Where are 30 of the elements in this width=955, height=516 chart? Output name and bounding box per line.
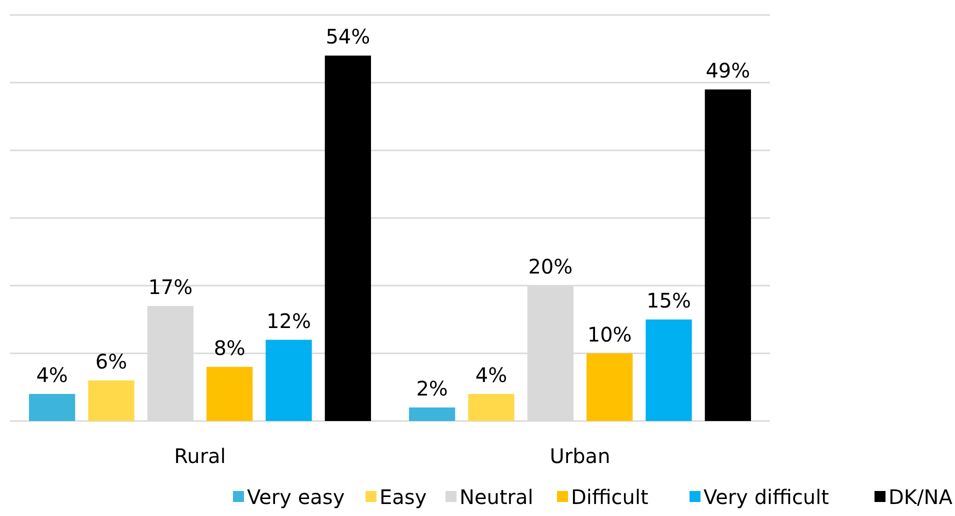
bar <box>206 366 253 421</box>
data-label: 2% <box>416 376 448 400</box>
data-label: 4% <box>475 362 508 387</box>
x-tick-label: Rural <box>174 444 226 468</box>
data-label: 15% <box>646 288 691 312</box>
bar <box>88 380 134 421</box>
data-label: 8% <box>214 336 246 360</box>
data-label: 12% <box>266 308 311 333</box>
bar <box>324 56 371 421</box>
bar <box>29 394 76 421</box>
legend-label: Easy <box>380 485 427 509</box>
legend-label: DK/NA <box>888 485 953 509</box>
data-label: 20% <box>528 254 573 279</box>
bar <box>646 320 692 421</box>
legend-label: Very difficult <box>704 485 830 509</box>
legend-label: Neutral <box>460 485 534 509</box>
data-label: 4% <box>36 362 68 387</box>
bar <box>409 407 456 421</box>
x-tick-label: Urban <box>550 444 610 468</box>
data-label: 49% <box>706 58 750 82</box>
bar <box>586 353 633 421</box>
bar <box>266 340 312 421</box>
legend-label: Difficult <box>571 485 649 509</box>
bar <box>468 394 514 421</box>
bar <box>704 89 751 421</box>
data-label: 54% <box>326 24 370 49</box>
data-label: 6% <box>95 349 128 374</box>
data-label: 10% <box>587 322 632 346</box>
data-label: 17% <box>148 274 193 299</box>
legend-label: Very easy <box>247 485 345 509</box>
